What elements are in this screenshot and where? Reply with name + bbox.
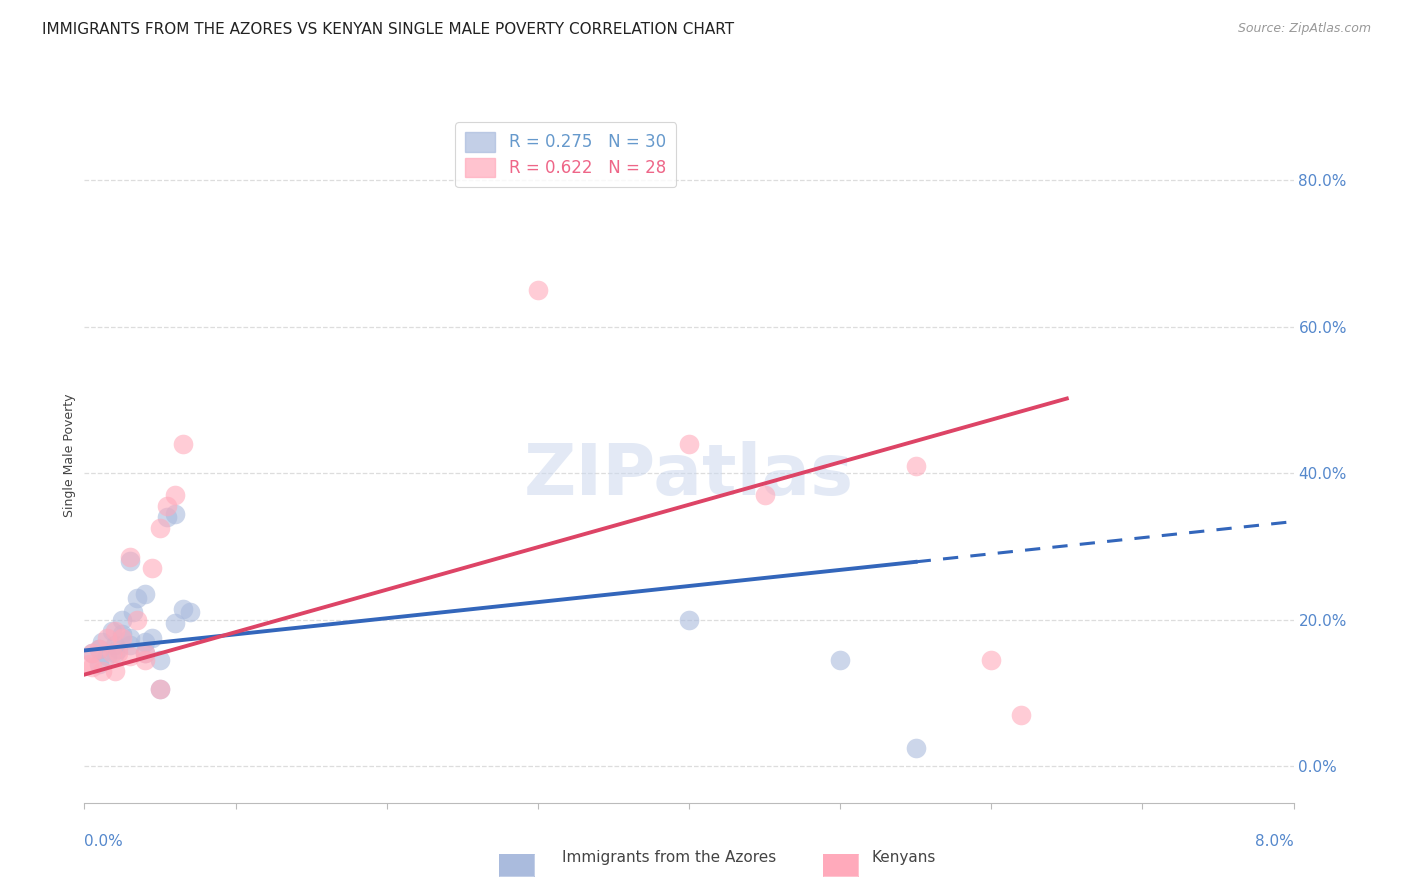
Point [89, 657, 111, 671]
Text: Source: ZipAtlas.com: Source: ZipAtlas.com [1237, 22, 1371, 36]
Point [80, 646, 103, 660]
Point [121, 606, 143, 620]
Point [104, 638, 127, 652]
Point [118, 631, 141, 645]
Point [100, 624, 122, 638]
Point [104, 664, 127, 678]
Point [165, 507, 187, 521]
Point [118, 649, 141, 664]
Point [134, 653, 156, 667]
Point [678, 613, 700, 627]
Point [104, 624, 127, 638]
Point [904, 740, 927, 755]
Point [91, 634, 114, 648]
Point [1011, 707, 1033, 722]
Point [165, 488, 187, 502]
Point [904, 458, 927, 473]
Point [149, 653, 172, 667]
Point [89, 642, 111, 657]
Text: Immigrants from the Azores: Immigrants from the Azores [562, 850, 776, 865]
Point [172, 601, 194, 615]
Point [156, 499, 179, 513]
Point [156, 510, 179, 524]
Point [111, 627, 134, 641]
Y-axis label: Single Male Poverty: Single Male Poverty [63, 393, 76, 516]
Point [127, 591, 149, 605]
Point [89, 642, 111, 657]
Point [91, 664, 114, 678]
Point [104, 646, 127, 660]
Point [134, 634, 156, 648]
Point [149, 521, 172, 535]
Point [678, 437, 700, 451]
Point [96, 631, 118, 645]
Legend: R = 0.275   N = 30, R = 0.622   N = 28: R = 0.275 N = 30, R = 0.622 N = 28 [456, 122, 676, 187]
Point [141, 561, 163, 575]
Point [107, 646, 129, 660]
Point [127, 613, 149, 627]
Point [179, 606, 201, 620]
Point [111, 613, 134, 627]
Point [80, 646, 103, 660]
Point [100, 646, 122, 660]
Point [134, 646, 156, 660]
Point [172, 437, 194, 451]
Point [77, 657, 100, 671]
Point [754, 488, 776, 502]
Text: Kenyans: Kenyans [872, 850, 936, 865]
Point [830, 653, 852, 667]
Point [118, 638, 141, 652]
Point [134, 587, 156, 601]
Point [118, 554, 141, 568]
Point [80, 660, 103, 674]
Point [107, 642, 129, 657]
Point [134, 646, 156, 660]
Point [980, 653, 1002, 667]
Text: IMMIGRANTS FROM THE AZORES VS KENYAN SINGLE MALE POVERTY CORRELATION CHART: IMMIGRANTS FROM THE AZORES VS KENYAN SIN… [42, 22, 734, 37]
Point [141, 631, 163, 645]
Point [165, 616, 187, 631]
Text: ZIPatlas: ZIPatlas [524, 442, 853, 510]
Point [111, 631, 134, 645]
Point [96, 649, 118, 664]
Point [149, 682, 172, 697]
Point [149, 682, 172, 697]
Text: 0.0%: 0.0% [84, 834, 124, 849]
Text: 8.0%: 8.0% [1254, 834, 1294, 849]
Point [527, 283, 550, 297]
Point [118, 550, 141, 565]
